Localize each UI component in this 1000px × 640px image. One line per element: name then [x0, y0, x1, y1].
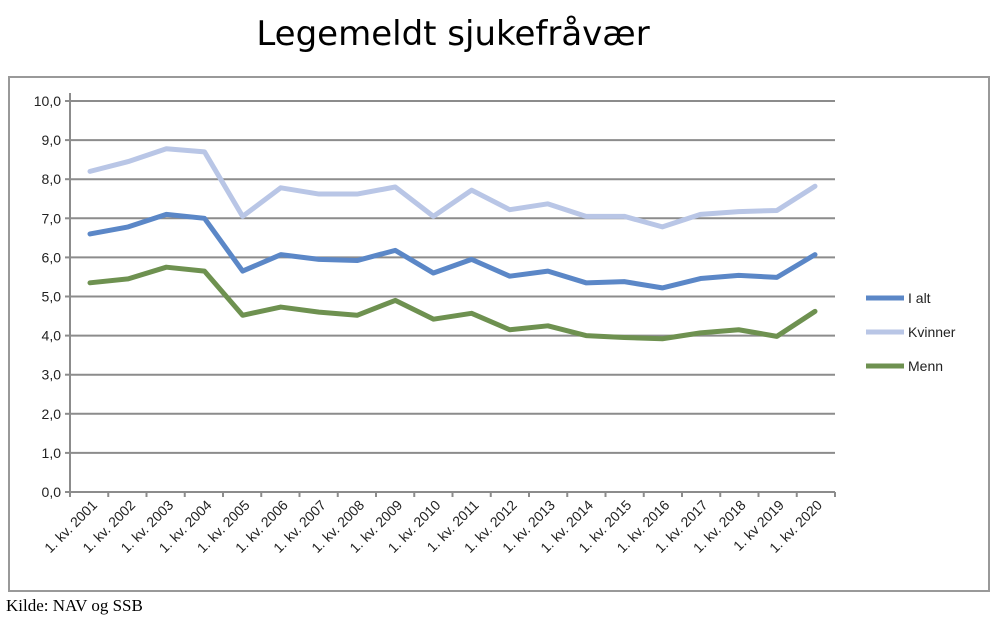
y-tick-label: 0,0 — [42, 484, 62, 500]
y-tick-label: 9,0 — [42, 132, 62, 148]
y-tick-label: 10,0 — [34, 93, 61, 109]
y-tick-label: 8,0 — [42, 171, 62, 187]
chart-frame — [8, 76, 990, 592]
y-tick-label: 4,0 — [42, 328, 62, 344]
y-tick-label: 5,0 — [42, 289, 62, 305]
legend-label: Menn — [908, 358, 943, 374]
y-tick-label: 6,0 — [42, 249, 62, 265]
y-tick-label: 3,0 — [42, 367, 62, 383]
legend-label: Kvinner — [908, 324, 956, 340]
source-note: Kilde: NAV og SSB — [6, 596, 143, 615]
chart-title: Legemeldt sjukefråvær — [256, 14, 650, 54]
y-tick-label: 1,0 — [42, 445, 62, 461]
series-line-kvinner — [87, 146, 818, 230]
legend-label: I alt — [908, 290, 931, 306]
series-line-menn — [87, 264, 818, 342]
y-tick-label: 7,0 — [42, 210, 62, 226]
series-line-i-alt — [87, 211, 818, 291]
y-tick-label: 2,0 — [42, 406, 62, 422]
